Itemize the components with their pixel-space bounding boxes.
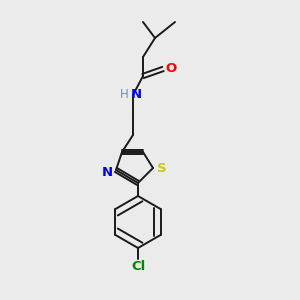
Text: N: N <box>130 88 142 100</box>
Text: N: N <box>101 166 112 178</box>
Text: S: S <box>157 161 167 175</box>
Text: O: O <box>165 61 177 74</box>
Text: Cl: Cl <box>131 260 145 274</box>
Text: H: H <box>120 88 128 100</box>
